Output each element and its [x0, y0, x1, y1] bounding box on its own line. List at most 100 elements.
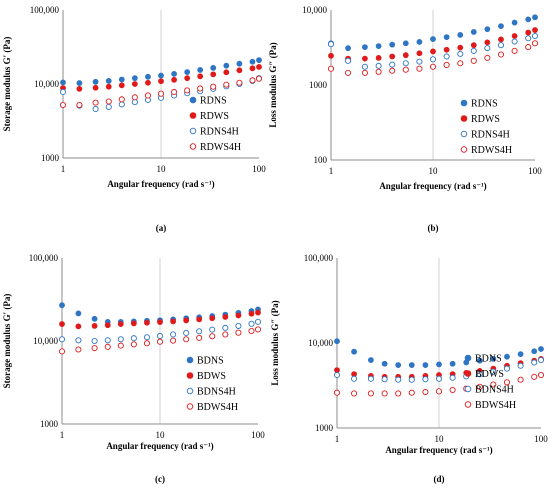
legend-marker: [464, 370, 472, 377]
legend-marker: [189, 112, 197, 119]
data-point: [345, 45, 351, 52]
data-point: [531, 359, 538, 366]
data-point: [476, 357, 483, 364]
legend-label: BDWS4H: [197, 402, 238, 413]
data-point: [92, 99, 99, 106]
x-tick-label: 10: [429, 166, 439, 176]
series-bdws: [59, 309, 261, 330]
legend-label: BDNS4H: [475, 385, 514, 396]
data-point: [362, 55, 368, 62]
y-tick-label: 10,000: [308, 338, 333, 348]
y-tick-label: 1000: [309, 80, 328, 90]
data-point: [389, 67, 396, 74]
data-point: [118, 76, 125, 83]
data-point: [457, 60, 464, 67]
data-point: [525, 44, 532, 51]
data-point: [170, 337, 177, 344]
data-point: [408, 389, 415, 396]
data-point: [248, 320, 255, 327]
data-point: [333, 389, 341, 396]
series-bdws4h: [333, 371, 545, 397]
x-axis-title: Angular frequency (rad s⁻¹): [106, 441, 213, 451]
x-tick-label: 10: [156, 430, 166, 440]
data-point: [158, 78, 164, 85]
data-point: [327, 65, 335, 72]
data-point: [58, 348, 66, 355]
data-point: [254, 318, 262, 325]
data-point: [429, 63, 437, 70]
data-point: [75, 310, 82, 317]
data-point: [197, 67, 204, 73]
data-point: [255, 309, 261, 316]
data-point: [503, 365, 511, 372]
data-point: [236, 79, 243, 86]
data-point: [537, 357, 545, 364]
data-point: [157, 319, 163, 325]
data-point: [525, 29, 532, 36]
data-point: [531, 40, 539, 47]
data-point: [76, 101, 83, 109]
data-point: [470, 57, 477, 64]
data-point: [334, 367, 340, 373]
data-point: [498, 23, 504, 29]
data-point: [117, 336, 124, 343]
data-point: [249, 65, 256, 72]
data-point: [402, 52, 409, 59]
data-point: [76, 85, 83, 92]
y-tick-label: 10,000: [34, 79, 59, 89]
data-point: [104, 343, 111, 350]
y-tick-label: 100: [314, 155, 328, 165]
data-point: [422, 388, 429, 396]
data-point: [170, 318, 176, 325]
data-point: [470, 29, 477, 35]
data-point: [484, 54, 491, 61]
data-point: [362, 44, 368, 51]
data-point: [402, 60, 409, 67]
data-point: [222, 314, 229, 320]
data-point: [75, 323, 82, 330]
data-point: [395, 390, 402, 397]
data-point: [395, 376, 402, 383]
data-point: [248, 310, 255, 317]
data-point: [223, 62, 230, 69]
data-point: [449, 386, 456, 394]
legend-marker: [464, 354, 472, 362]
data-point: [457, 44, 464, 51]
data-point: [156, 338, 164, 345]
data-point: [525, 35, 532, 42]
data-point: [248, 327, 255, 335]
legend-marker: [460, 115, 468, 122]
data-point: [58, 336, 66, 343]
data-point: [511, 33, 518, 39]
data-point: [537, 371, 545, 379]
data-point: [328, 52, 334, 59]
data-point: [345, 57, 352, 64]
data-point: [105, 78, 112, 84]
legend-label: RDWS4H: [200, 142, 241, 153]
data-point: [157, 90, 165, 97]
data-point: [449, 360, 456, 367]
data-point: [59, 88, 67, 96]
legend-marker: [186, 372, 194, 379]
y-tick-label: 100,000: [29, 253, 59, 263]
data-point: [105, 103, 112, 110]
data-point: [532, 14, 538, 21]
legend: RDNS RDWS RDNS4H RDWS4H: [189, 96, 241, 153]
series-bdns4h: [58, 318, 262, 345]
panel-label: (b): [428, 223, 439, 233]
data-point: [92, 105, 99, 113]
legend-label: RDWS: [200, 111, 229, 122]
data-point: [375, 43, 382, 50]
data-point: [223, 69, 230, 76]
legend-marker: [189, 127, 197, 135]
data-point: [333, 371, 341, 379]
legend-marker: [186, 387, 194, 395]
legend-label: RDNS4H: [471, 130, 510, 141]
data-point: [59, 321, 65, 327]
legend-label: BDWS4H: [475, 400, 516, 411]
legend-marker: [460, 99, 468, 107]
series-bdns: [334, 338, 544, 368]
data-point: [255, 75, 263, 82]
legend-marker: [186, 403, 194, 410]
data-point: [470, 47, 477, 54]
